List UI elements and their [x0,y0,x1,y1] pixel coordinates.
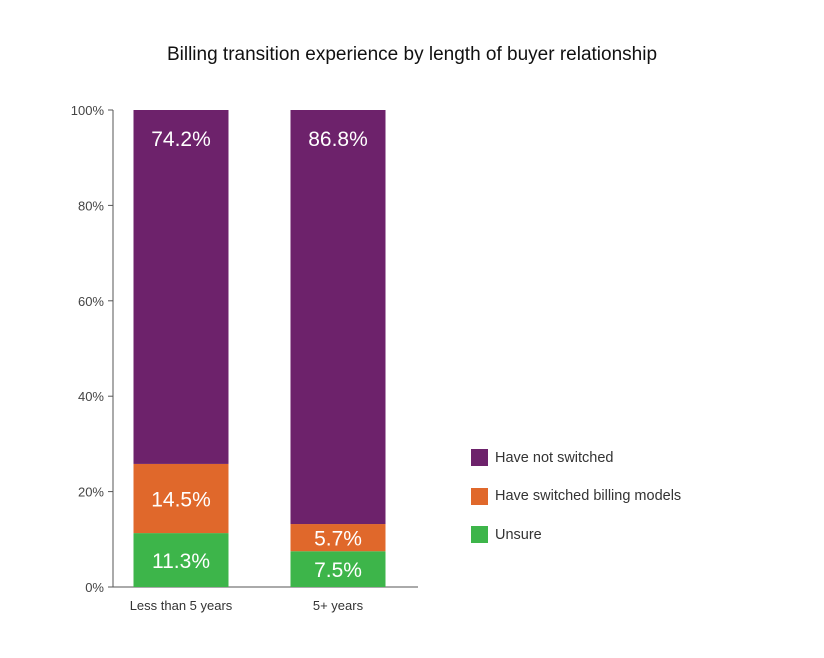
y-tick-label: 40% [78,389,104,404]
legend-label: Have switched billing models [495,488,682,504]
legend-label: Have not switched [495,449,614,466]
category-label: 5+ years [313,598,364,613]
chart-title: Billing transition experience by length … [166,44,658,65]
legend-swatch [471,526,488,543]
data-label: 7.5% [314,559,362,582]
bar-segment [290,551,386,587]
legend-item: Unsure [471,525,681,544]
legend-swatch [471,449,488,466]
bar-segment [133,110,229,464]
legend: Have not switched Have switched billing m… [471,448,681,564]
data-label: 11.3% [152,550,210,573]
y-tick-label: 60% [78,294,104,309]
data-label: 14.5% [151,489,211,512]
bar-segment [290,524,386,552]
data-label: 5.7% [314,528,362,551]
legend-item: Have switched billing models [471,487,681,506]
legend-swatch [471,487,488,505]
category-label: Less than 5 years [130,598,233,613]
bar-segment [133,463,229,534]
bar-segment [290,110,386,525]
legend-label: Unsure [495,526,542,543]
y-tick-label: 100% [71,103,105,118]
legend-item: Have not switched [471,448,681,467]
data-label: 86.8% [308,128,368,151]
y-tick-label: 0% [85,580,104,595]
data-label: 74.2% [151,128,211,151]
bar-segment [133,533,229,587]
y-tick-label: 20% [78,485,104,500]
y-tick-label: 80% [78,198,104,213]
